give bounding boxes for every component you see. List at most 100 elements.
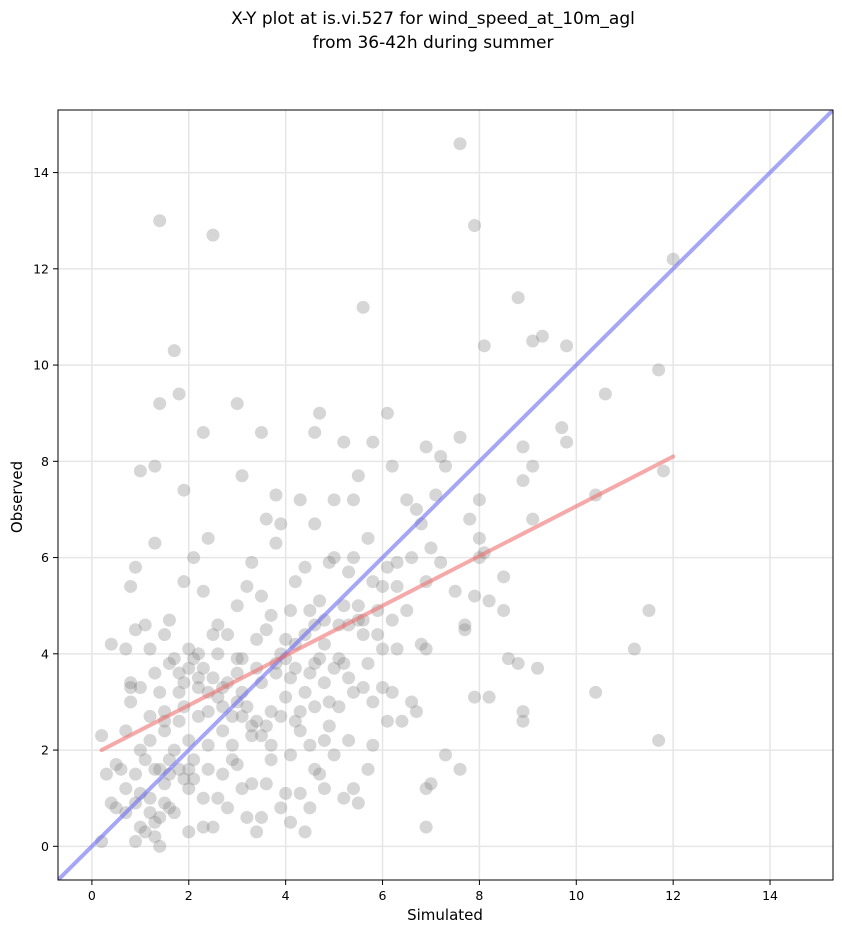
data-point-196 <box>327 493 341 507</box>
data-point-163 <box>342 565 356 579</box>
data-point-189 <box>196 425 210 439</box>
data-point-61 <box>293 786 307 800</box>
data-point-304 <box>172 685 186 699</box>
data-point-116 <box>322 695 336 709</box>
data-point-125 <box>376 642 390 656</box>
data-point-60 <box>284 815 297 829</box>
data-point-29 <box>162 801 176 815</box>
data-point-129 <box>405 695 419 709</box>
data-point-260 <box>211 647 225 661</box>
data-point-148 <box>264 608 278 622</box>
data-point-137 <box>187 551 201 565</box>
data-point-221 <box>153 397 167 411</box>
y-axis-ticks: 0 2 4 6 8 10 12 14 <box>33 165 58 854</box>
data-point-106 <box>274 709 288 723</box>
data-point-247 <box>516 705 530 719</box>
data-point-84 <box>167 652 181 666</box>
data-point-103 <box>259 719 273 733</box>
data-point-206 <box>429 488 443 502</box>
data-point-263 <box>259 623 273 637</box>
data-point-273 <box>376 681 390 694</box>
data-point-24 <box>153 810 167 824</box>
data-point-227 <box>511 291 525 305</box>
data-point-66 <box>317 782 331 796</box>
data-point-58 <box>274 801 288 815</box>
data-point-72 <box>104 637 118 651</box>
data-point-19 <box>143 806 157 820</box>
data-point-168 <box>366 575 380 589</box>
regression-line <box>99 454 676 753</box>
data-point-128 <box>395 714 409 728</box>
data-point-68 <box>337 791 351 805</box>
data-point-249 <box>531 661 545 675</box>
data-point-56 <box>259 777 273 791</box>
data-point-74 <box>124 681 138 694</box>
data-point-179 <box>448 584 462 598</box>
data-point-70 <box>351 796 365 810</box>
data-point-51 <box>235 782 249 796</box>
data-point-303 <box>332 652 346 666</box>
data-point-306 <box>143 733 157 747</box>
data-point-267 <box>317 637 331 651</box>
data-point-47 <box>216 767 230 781</box>
data-point-231 <box>598 387 612 401</box>
data-point-88 <box>187 652 201 666</box>
data-point-259 <box>191 647 205 661</box>
data-point-301 <box>288 661 302 675</box>
data-point-216 <box>526 459 540 473</box>
data-point-308 <box>293 705 307 719</box>
data-point-292 <box>322 719 336 733</box>
data-point-26 <box>153 762 167 776</box>
data-points <box>95 137 680 853</box>
x-axis-ticks: 0 2 4 6 8 10 12 14 <box>88 880 778 903</box>
data-point-171 <box>380 560 394 574</box>
data-point-32 <box>167 743 181 757</box>
data-point-92 <box>206 671 220 685</box>
data-point-167 <box>361 531 375 545</box>
data-point-185 <box>497 570 511 584</box>
chart-title-line-1: X-Y plot at is.vi.527 for wind_speed_at_… <box>231 9 635 29</box>
data-point-5 <box>109 758 123 771</box>
data-point-134 <box>162 613 176 627</box>
data-point-244 <box>482 690 496 704</box>
x-tick-label-1: 2 <box>185 888 193 903</box>
data-point-220 <box>656 464 670 478</box>
data-point-67 <box>327 748 341 762</box>
data-point-270 <box>371 628 385 642</box>
chart-title-line-2: from 36-42h during summer <box>313 33 554 53</box>
data-point-166 <box>356 628 370 642</box>
data-point-293 <box>342 733 356 747</box>
data-point-76 <box>133 681 147 694</box>
data-point-200 <box>366 435 380 449</box>
data-point-16 <box>133 743 147 757</box>
data-point-59 <box>279 786 293 800</box>
data-point-192 <box>269 488 283 502</box>
data-point-147 <box>259 512 273 526</box>
data-point-239 <box>419 820 433 834</box>
data-point-3 <box>104 796 118 810</box>
data-point-245 <box>501 652 515 666</box>
data-point-12 <box>129 767 142 781</box>
data-point-34 <box>172 714 186 728</box>
data-point-123 <box>356 681 370 694</box>
data-point-256 <box>419 642 433 656</box>
data-point-184 <box>497 604 511 617</box>
data-point-52 <box>240 810 254 824</box>
data-point-205 <box>419 440 433 454</box>
data-point-203 <box>400 493 414 507</box>
data-point-182 <box>472 531 486 545</box>
data-point-102 <box>254 729 268 743</box>
data-point-222 <box>167 344 181 358</box>
data-point-130 <box>409 705 423 719</box>
data-point-114 <box>313 652 327 666</box>
data-point-261 <box>230 666 244 680</box>
data-point-252 <box>642 604 656 617</box>
data-point-290 <box>284 748 297 762</box>
data-point-53 <box>245 777 259 791</box>
data-point-224 <box>230 397 244 411</box>
data-point-156 <box>308 517 322 531</box>
data-point-288 <box>245 729 259 743</box>
data-point-38 <box>182 782 196 796</box>
data-point-280 <box>201 762 215 776</box>
data-point-144 <box>240 579 254 593</box>
